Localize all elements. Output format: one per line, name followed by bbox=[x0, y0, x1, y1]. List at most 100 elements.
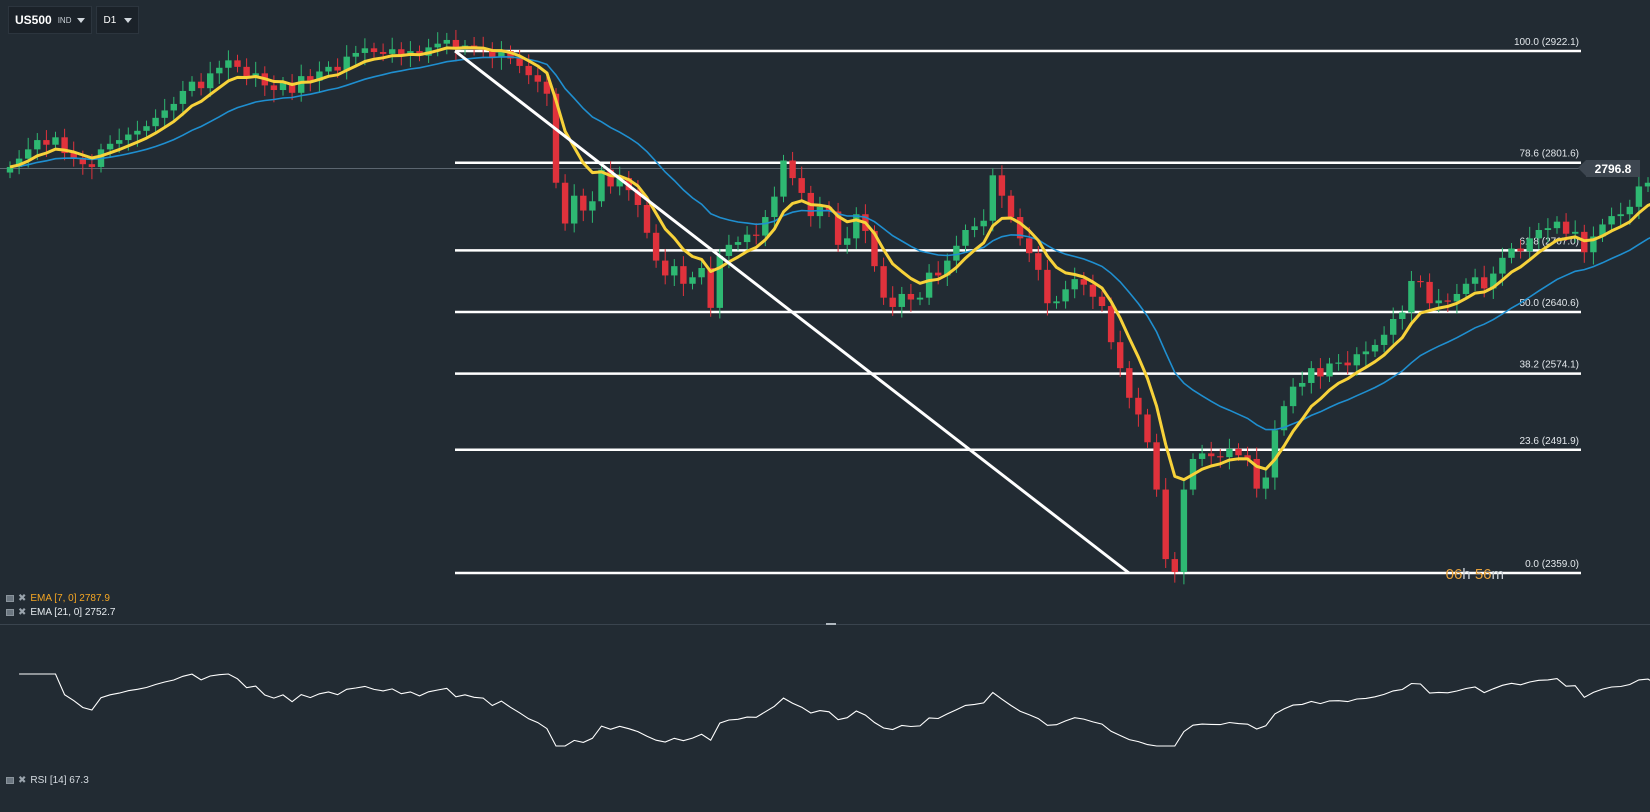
candle-body bbox=[1635, 186, 1643, 207]
candle-body bbox=[1390, 318, 1397, 335]
countdown-minutes-unit: m bbox=[1491, 566, 1505, 583]
candle-body bbox=[652, 232, 660, 261]
candle-body bbox=[571, 195, 578, 224]
candle-body bbox=[844, 238, 851, 245]
candle-body bbox=[698, 268, 705, 278]
candle-body bbox=[1117, 342, 1124, 369]
candle-body bbox=[161, 110, 168, 118]
candle-body bbox=[980, 220, 987, 227]
candle-body bbox=[334, 66, 341, 71]
close-icon[interactable]: ✖ bbox=[18, 775, 27, 786]
fib-level-label: 38.2 (2574.1) bbox=[1520, 360, 1580, 371]
rsi-pane bbox=[19, 673, 1650, 747]
candle-body bbox=[989, 175, 996, 221]
candle-body bbox=[279, 82, 287, 91]
candle-body bbox=[1371, 344, 1379, 352]
candle-body bbox=[1253, 458, 1260, 489]
timeframe-selector[interactable]: D1 bbox=[96, 6, 140, 34]
candle-body bbox=[971, 226, 978, 231]
candle-body bbox=[1353, 354, 1360, 366]
candle-body bbox=[798, 178, 805, 193]
fib-level-label: 78.6 (2801.6) bbox=[1520, 149, 1580, 160]
candle-body bbox=[962, 230, 969, 246]
settings-icon[interactable] bbox=[6, 609, 14, 616]
symbol-selector[interactable]: US500 IND bbox=[8, 6, 93, 34]
candle-body bbox=[953, 245, 960, 261]
candle-body bbox=[43, 140, 50, 145]
candle-body bbox=[589, 201, 596, 211]
candle-body bbox=[1289, 386, 1297, 407]
candle-body bbox=[389, 49, 396, 54]
candle-body bbox=[6, 166, 14, 173]
candle-body bbox=[1426, 281, 1433, 304]
ema7-legend: ✖ EMA [7, 0] 2787.9 bbox=[6, 593, 110, 604]
candle-body bbox=[443, 39, 450, 44]
candle-body bbox=[1526, 238, 1533, 252]
candle-body bbox=[1171, 559, 1178, 573]
candle-countdown: 06h 56m bbox=[1446, 566, 1504, 583]
candle-body bbox=[671, 266, 678, 276]
fibonacci-retracement[interactable]: 100.0 (2922.1) 78.6 (2801.6) 61.8 (2707.0)… bbox=[455, 37, 1581, 575]
settings-icon[interactable] bbox=[6, 595, 14, 602]
candle-body bbox=[998, 175, 1006, 196]
candle-body bbox=[1508, 248, 1515, 258]
candle-body bbox=[134, 130, 141, 135]
close-icon[interactable]: ✖ bbox=[18, 607, 27, 618]
downtrend-line bbox=[454, 49, 1130, 575]
pane-resize-handle[interactable] bbox=[826, 623, 836, 625]
candle-body bbox=[1044, 269, 1051, 304]
candle-body bbox=[1399, 312, 1406, 319]
candle-body bbox=[1481, 277, 1488, 289]
candle-body bbox=[516, 58, 523, 66]
candle-body bbox=[188, 81, 196, 91]
settings-icon[interactable] bbox=[6, 777, 14, 784]
candle-body bbox=[1208, 453, 1215, 457]
ema21-legend: ✖ EMA [21, 0] 2752.7 bbox=[6, 607, 115, 618]
candle-body bbox=[1262, 477, 1269, 489]
candle-body bbox=[1153, 442, 1160, 490]
candle-body bbox=[116, 140, 123, 144]
candle-body bbox=[489, 49, 496, 58]
candle-body bbox=[325, 66, 332, 72]
candle-body bbox=[607, 169, 614, 187]
candle-body bbox=[1462, 283, 1470, 294]
candle-body bbox=[234, 60, 241, 67]
candle-body bbox=[1562, 221, 1570, 234]
candle-body bbox=[170, 103, 177, 111]
candle-body bbox=[1453, 293, 1461, 302]
candle-body bbox=[534, 75, 541, 82]
candle-body bbox=[1517, 248, 1524, 252]
candle-body bbox=[270, 85, 278, 91]
candle-body bbox=[1572, 231, 1579, 234]
trendline[interactable] bbox=[454, 49, 1130, 575]
candle-body bbox=[1217, 456, 1224, 458]
candle-body bbox=[1490, 273, 1497, 289]
candle-body bbox=[907, 293, 915, 300]
ema21-line bbox=[9, 55, 1650, 431]
candle-body bbox=[743, 234, 751, 243]
candle-body bbox=[1026, 238, 1033, 254]
candle-body bbox=[1016, 217, 1024, 239]
candle-body bbox=[398, 49, 405, 55]
candle-body bbox=[1599, 224, 1606, 237]
candle-body bbox=[780, 160, 787, 197]
candle-body bbox=[452, 39, 460, 50]
candle-body bbox=[79, 157, 86, 165]
candle-body bbox=[825, 206, 833, 212]
candle-body bbox=[125, 134, 132, 141]
candle-body bbox=[1626, 206, 1633, 215]
candle-body bbox=[52, 137, 59, 145]
close-icon[interactable]: ✖ bbox=[18, 593, 27, 604]
candle-body bbox=[898, 293, 905, 307]
candle-body bbox=[789, 160, 796, 179]
countdown-hours: 06 bbox=[1445, 566, 1463, 583]
candle-body bbox=[1244, 455, 1251, 459]
candle-body bbox=[25, 149, 32, 159]
candle-body bbox=[834, 211, 842, 245]
candle-body bbox=[1235, 448, 1242, 456]
candle-body bbox=[288, 82, 296, 93]
candle-body bbox=[1007, 195, 1015, 218]
candle-body bbox=[361, 48, 369, 53]
countdown-minutes: 56 bbox=[1474, 566, 1492, 583]
